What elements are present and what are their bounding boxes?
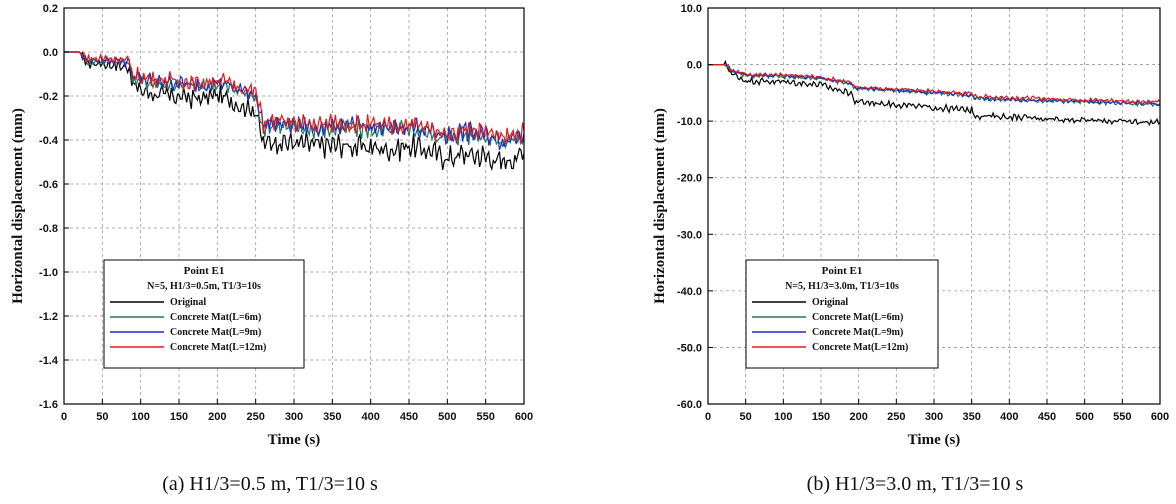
x-tick-label: 200 [849, 411, 867, 423]
x-tick-label: 600 [515, 411, 533, 423]
x-tick-label: 150 [812, 411, 830, 423]
y-tick-label: -1.4 [39, 355, 59, 367]
legend-box [745, 259, 939, 369]
legend-title: Point E1 [822, 265, 863, 277]
x-tick-label: 300 [925, 411, 943, 423]
x-tick-label: 150 [170, 411, 188, 423]
y-axis-label: Horizontal displacement (mm) [10, 108, 26, 304]
legend-entry: Concrete Mat(L=6m) [812, 312, 903, 323]
legend-box [103, 259, 305, 369]
series-line-original [64, 51, 525, 172]
legend-entry: Concrete Mat(L=12m) [812, 342, 908, 353]
x-tick-label: 50 [740, 411, 752, 423]
x-tick-label: 400 [1000, 411, 1018, 423]
y-tick-label: -60.0 [677, 399, 702, 411]
series-group [708, 59, 1161, 127]
x-tick-label: 250 [246, 411, 264, 423]
legend: Point E1 N=5, H1/3=3.0m, T1/3=10s Original… [745, 259, 939, 369]
series-line-original [708, 59, 1161, 127]
y-tick-label: 10.0 [681, 3, 702, 15]
legend-entry: Original [170, 297, 206, 308]
y-tick-label: -10.0 [677, 116, 702, 128]
x-tick-label: 500 [438, 411, 456, 423]
series-group [64, 51, 525, 172]
y-tick-label: -0.6 [39, 179, 58, 191]
x-tick-label: 350 [962, 411, 980, 423]
panel-caption: (b) H1/3=3.0 m, T1/3=10 s [807, 473, 1024, 495]
x-tick-label: 550 [1113, 411, 1131, 423]
y-tick-label: -0.4 [39, 135, 59, 147]
x-tick-label: 600 [1151, 411, 1169, 423]
y-tick-label: -1.0 [39, 267, 58, 279]
x-tick-label: 100 [131, 411, 149, 423]
legend: Point E1 N=5, H1/3=0.5m, T1/3=10s Original… [103, 259, 305, 369]
y-tick-label: 0.0 [43, 47, 58, 59]
y-tick-label: 0.2 [43, 3, 58, 15]
x-tick-label: 300 [285, 411, 303, 423]
x-axis-label: Time (s) [908, 432, 961, 448]
x-tick-label: 100 [774, 411, 792, 423]
x-tick-label: 250 [887, 411, 905, 423]
x-axis-label: Time (s) [268, 432, 321, 448]
chart-panel-2: 0 50 100 150 200 250 300 350 400 450 500 550 600 10.0… [652, 3, 1169, 495]
x-tick-label: 550 [476, 411, 494, 423]
y-tick-label: 0.0 [687, 60, 702, 72]
x-tick-label: 0 [61, 411, 67, 423]
y-tick-label: -40.0 [677, 286, 702, 298]
y-tick-label: -1.2 [39, 311, 58, 323]
y-tick-label: -50.0 [677, 342, 702, 354]
y-tick-label: -1.6 [39, 399, 58, 411]
series-line-concrete-mat-l-12m- [64, 51, 525, 145]
chart-panel-1: 0 50 100 150 200 250 300 350 400 450 500 550 600 0.2 0… [10, 3, 533, 495]
x-tick-label: 450 [400, 411, 418, 423]
legend-entry: Concrete Mat(L=6m) [170, 312, 261, 323]
legend-subtitle: N=5, H1/3=0.5m, T1/3=10s [147, 281, 261, 292]
y-tick-label: -20.0 [677, 173, 702, 185]
x-tick-label: 50 [96, 411, 108, 423]
legend-entry: Concrete Mat(L=9m) [170, 327, 261, 338]
legend-entry: Original [812, 297, 848, 308]
y-axis-label: Horizontal displacement (mm) [652, 108, 668, 304]
legend-entry: Concrete Mat(L=12m) [170, 342, 266, 353]
panel-caption: (a) H1/3=0.5 m, T1/3=10 s [162, 473, 378, 495]
legend-title: Point E1 [184, 265, 225, 277]
x-tick-label: 500 [1075, 411, 1093, 423]
y-tick-label: -0.2 [39, 91, 58, 103]
x-tick-label: 0 [705, 411, 711, 423]
x-tick-label: 350 [323, 411, 341, 423]
y-tick-label: -0.8 [39, 223, 58, 235]
y-tick-label: -30.0 [677, 229, 702, 241]
x-tick-label: 450 [1038, 411, 1056, 423]
legend-subtitle: N=5, H1/3=3.0m, T1/3=10s [785, 281, 899, 292]
series-line-concrete-mat-l-12m- [708, 63, 1161, 106]
x-tick-label: 200 [208, 411, 226, 423]
legend-entry: Concrete Mat(L=9m) [812, 327, 903, 338]
x-tick-label: 400 [361, 411, 379, 423]
